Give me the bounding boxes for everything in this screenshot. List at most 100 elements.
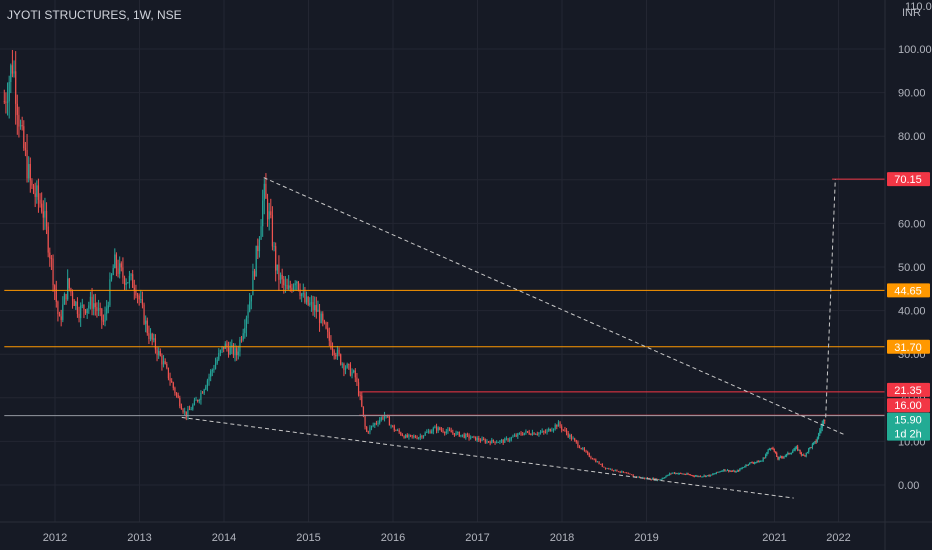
candle-body [114,254,116,268]
candle-body [798,449,800,451]
candle-body [281,274,283,280]
candle-body [517,433,519,437]
candle-body [45,210,48,227]
price-tag-label: 70.15 [894,174,922,186]
horizontal-levels[interactable] [4,178,885,417]
price-tag-15.90 [887,412,930,441]
candle-body [476,438,478,441]
candle-body [575,440,577,443]
candle-body [670,473,672,475]
candle-body [364,415,366,427]
candle-body [427,431,430,433]
candle-body [435,426,438,431]
candle-body [673,472,676,474]
candle-body [735,471,737,473]
candle-body [198,399,200,402]
countdown-label: 1d 2h [894,429,922,441]
candle-body [737,470,740,472]
candle-body [200,392,202,400]
candle-body [598,461,600,465]
candle-body [154,338,157,350]
candle-body [574,438,576,441]
candle-body [106,308,108,314]
candle-body [513,435,516,437]
candle-body [458,431,460,437]
candle-body [247,311,249,318]
candle-body [588,453,590,457]
candle-body [219,350,222,353]
candle-body [344,367,347,370]
candle-body [393,426,395,431]
candle-body [5,101,7,103]
candle-body [18,115,20,127]
y-tick-label: 60.00 [898,218,926,230]
candle-body [777,457,779,460]
currency-label[interactable]: INR [902,7,921,19]
candle-body [788,452,790,454]
candle-body [681,473,683,475]
candle-body [622,471,625,473]
candle-body [671,472,673,474]
candle-body [460,434,462,437]
candle-body [479,440,482,441]
candle-body [512,436,514,438]
candle-body [340,354,342,365]
candle-body [260,226,262,240]
candle-body [130,274,132,276]
candle-body [766,452,768,455]
candle-body [80,305,82,319]
candle-body [161,355,163,365]
candle-body [330,340,332,349]
candle-body [609,468,612,470]
candle-body [794,447,796,450]
candle-body [322,313,324,321]
candle-body [403,435,405,439]
candle-body [733,470,735,472]
candle-body [596,461,599,463]
candle-body [538,432,540,435]
candle-body [556,424,558,427]
candle-body [250,295,252,302]
candle-body [461,434,464,436]
candle-body [730,470,732,472]
candle-body [289,285,291,288]
candle-body [452,432,454,434]
candle-body [180,406,183,410]
candle-body [751,462,753,464]
candle-body [808,448,810,452]
candle-body [234,348,236,356]
candle-body [580,448,582,450]
candle-body [208,376,210,381]
candle-body [16,103,18,116]
candle-body [58,314,61,317]
candle-body [218,352,220,360]
candle-body [211,369,213,372]
candle-body [761,460,763,462]
candle-body [284,284,287,286]
candle-body [500,440,503,441]
candle-body [447,429,449,432]
candle-body [333,350,335,356]
candle-body [582,448,584,450]
candle-body [305,296,308,303]
candle-body [188,409,191,411]
candle-body [657,479,660,481]
candle-body [659,479,661,481]
trendlines[interactable] [181,177,846,499]
candle-body [68,278,70,289]
candle-body [687,473,689,475]
candle-body [747,464,750,466]
candle-body [718,471,720,473]
candle-body [518,433,521,435]
candle-body [676,473,678,474]
candle-body [54,285,56,290]
candle-body [383,415,386,419]
candle-body [742,467,745,469]
candle-body [768,448,770,450]
candle-body [239,339,241,352]
candle-body [444,432,446,434]
candle-body [93,303,95,309]
candle-body [561,426,563,430]
